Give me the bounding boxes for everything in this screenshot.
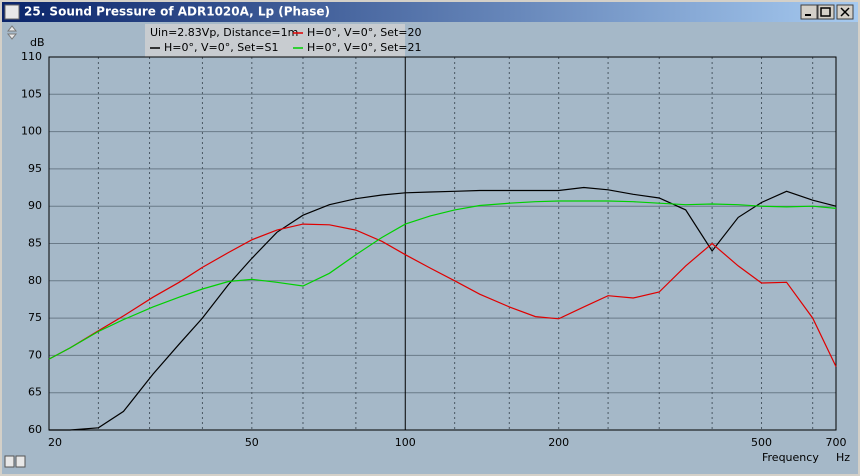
y-tick-label: 60: [28, 423, 42, 436]
legend-box: [145, 24, 405, 57]
y-tick-label: 110: [21, 50, 42, 63]
scale-arrows[interactable]: [6, 25, 18, 40]
y-axis-label: dB: [30, 36, 45, 49]
x-unit: Hz: [836, 451, 850, 464]
x-axis-label: Frequency: [762, 451, 819, 464]
x-tick-label: 100: [395, 436, 416, 449]
x-tick-label: 700: [826, 436, 847, 449]
plot-border: [48, 56, 837, 431]
y-tick-label: 80: [28, 274, 42, 287]
series-line: [48, 200, 837, 360]
maximize-button[interactable]: [817, 4, 835, 20]
minimize-button[interactable]: [800, 4, 818, 20]
legend-label: H=0°, V=0°, Set=20: [307, 26, 422, 39]
y-tick-label: 85: [28, 237, 42, 250]
y-tick-label: 100: [21, 125, 42, 138]
series-line: [49, 186, 837, 431]
series-line: [48, 223, 837, 367]
title-bar: [2, 2, 858, 22]
y-tick-label: 90: [28, 199, 42, 212]
close-button[interactable]: [836, 4, 854, 20]
x-tick-label: 200: [548, 436, 569, 449]
x-tick-label: 500: [751, 436, 772, 449]
legend-label: H=0°, V=0°, Set=S1: [164, 41, 278, 54]
y-tick-label: 95: [28, 162, 42, 175]
window-icon[interactable]: [4, 4, 20, 20]
legend-label: H=0°, V=0°, Set=21: [307, 41, 422, 54]
client-area: [2, 22, 858, 474]
tool-icon[interactable]: [15, 455, 26, 468]
y-tick-label: 70: [28, 348, 42, 361]
window-title: 25. Sound Pressure of ADR1020A, Lp (Phas…: [24, 5, 330, 19]
y-tick-label: 65: [28, 386, 42, 399]
tool-icon[interactable]: [4, 455, 15, 468]
y-tick-label: 105: [21, 87, 42, 100]
x-tick-label: 50: [245, 436, 259, 449]
x-tick-label: 20: [48, 436, 62, 449]
y-tick-label: 75: [28, 311, 42, 324]
legend-header: Uin=2.83Vp, Distance=1m: [150, 26, 298, 39]
